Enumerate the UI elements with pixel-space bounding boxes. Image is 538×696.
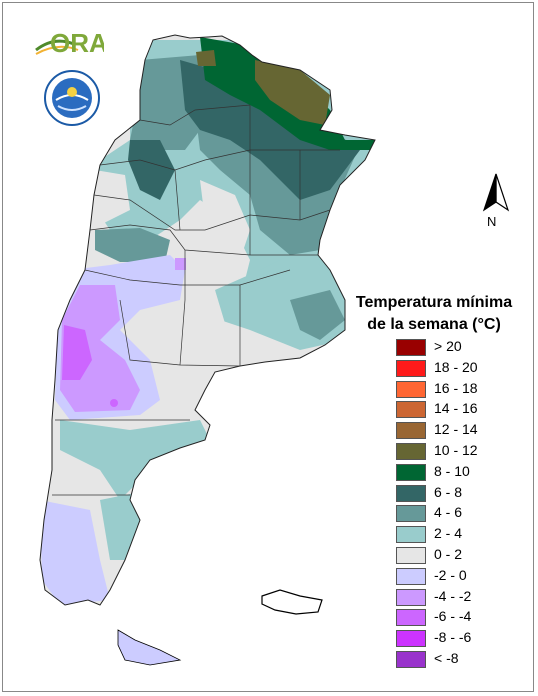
zone-6-8-west	[128, 140, 175, 200]
legend-swatch	[396, 546, 426, 564]
legend-swatch	[396, 339, 426, 356]
legend-title-line1: Temperatura mínima	[355, 294, 513, 311]
legend-swatch	[396, 442, 426, 460]
legend-label: 18 - 20	[434, 358, 478, 375]
legend-label: 0 - 2	[434, 545, 463, 562]
legend-swatch	[396, 505, 426, 523]
ora-logo-text: ORA	[50, 28, 104, 58]
smn-seal-icon	[44, 70, 100, 126]
province-borders	[52, 104, 340, 496]
legend-label: 12 - 14	[434, 421, 478, 438]
legend-label: 2 - 4	[434, 525, 463, 542]
zone-0-2-cuyo	[88, 170, 130, 225]
legend-swatch	[396, 380, 426, 398]
legend-title: Temperatura mínima de la semana (°C)	[334, 292, 534, 336]
legend-swatch	[396, 401, 426, 419]
legend-swatch	[396, 630, 426, 648]
legend-title-line2: de la semana (°C)	[367, 316, 501, 333]
legend-label: 6 - 8	[434, 483, 463, 500]
zone-m2-0-south	[40, 500, 110, 605]
legend-swatch	[396, 609, 426, 627]
zone-4-6-ba	[290, 290, 345, 340]
zone-6-8-north	[180, 60, 360, 200]
legend-label: 10 - 12	[434, 441, 478, 458]
north-arrow-icon	[482, 173, 510, 212]
zone-10-12-ne	[255, 60, 330, 125]
zone-m6-m4	[62, 325, 92, 380]
tierra-del-fuego	[117, 629, 182, 666]
zone-m4-m2	[60, 285, 140, 412]
north-arrow: N	[478, 172, 514, 234]
legend-label: -2 - 0	[434, 566, 467, 583]
zone-m6-m4-spot	[110, 399, 118, 407]
legend-label: < -8	[434, 649, 459, 666]
zone-10-12-nw	[196, 50, 216, 66]
zone-m4-m2-spot	[175, 258, 186, 270]
legend-label: 4 - 6	[434, 504, 463, 521]
zone-2-4-south	[60, 420, 210, 500]
islas-malvinas	[261, 589, 323, 615]
country-outline	[39, 34, 376, 606]
legend-label: 14 - 16	[434, 400, 478, 417]
legend-swatch	[396, 484, 426, 502]
legend-label: 16 - 18	[434, 379, 478, 396]
legend-swatch	[396, 359, 426, 377]
zone-4-6-cuyo	[95, 228, 170, 262]
legend-swatch	[396, 422, 426, 440]
legend-label: -4 - -2	[434, 587, 472, 604]
ora-logo: ORA	[34, 28, 108, 64]
legend-swatch	[396, 588, 426, 606]
ora-swoosh-icon: ORA	[35, 28, 108, 58]
legend-label: > 20	[434, 338, 462, 354]
zone-2-4-patagonia	[100, 490, 170, 560]
legend-label: -8 - -6	[434, 629, 472, 646]
legend-swatch	[396, 526, 426, 544]
legend-label: -6 - -4	[434, 608, 472, 625]
zone-0-2-center	[200, 180, 250, 260]
legend-swatch	[396, 463, 426, 481]
legend-swatch	[396, 650, 426, 668]
north-label: N	[487, 214, 497, 229]
legend-label: 8 - 10	[434, 462, 470, 479]
legend-swatch	[396, 567, 426, 585]
